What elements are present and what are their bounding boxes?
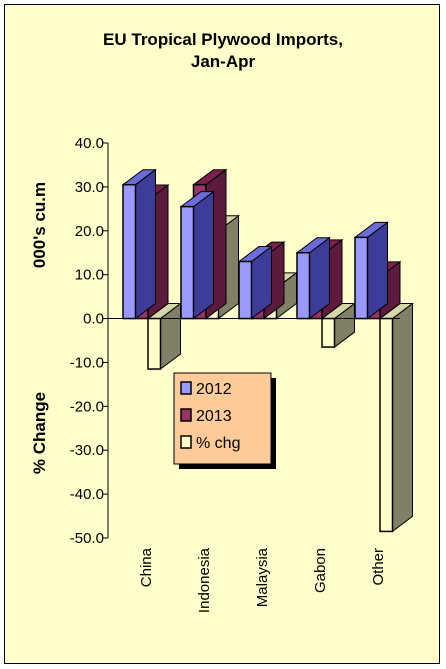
legend: 2012 2013 % chg — [173, 372, 276, 469]
chart-title: EU Tropical Plywood Imports, Jan-Apr — [103, 30, 343, 71]
y-tick-label: 40.0 — [75, 135, 104, 152]
bar-other-series-2 — [378, 302, 414, 533]
y-axis: 40.0 30.0 20.0 10.0 0.0 -10.0 -20.0 -30.0 -40.0 -… — [70, 135, 109, 547]
bar-side-face — [392, 302, 413, 533]
legend-swatch-2 — [180, 435, 192, 449]
y-tick-label: -50.0 — [70, 530, 104, 547]
category-label-china: China — [138, 547, 155, 587]
y-tick-label: 30.0 — [75, 179, 104, 196]
y-axis-title-top: 000's cu.m — [30, 182, 49, 268]
legend-label-1: 2013 — [196, 408, 232, 425]
y-tick-label: -40.0 — [70, 486, 104, 503]
bar-front-face — [354, 236, 369, 320]
bar-other-series-0 — [353, 221, 389, 320]
category-label-malaysia: Malaysia — [254, 547, 271, 607]
y-tick-label: -30.0 — [70, 442, 104, 459]
bar-front-face — [122, 183, 137, 320]
chart-title-line-1: EU Tropical Plywood Imports, — [103, 30, 343, 49]
legend-swatch-1 — [180, 408, 192, 422]
bar-front-face — [238, 260, 253, 320]
bar-front-face — [321, 317, 336, 348]
bar-side-face — [367, 221, 388, 320]
y-tick-label: 0.0 — [83, 311, 104, 328]
bar-front-face — [379, 317, 394, 533]
chart-title-line-2: Jan-Apr — [191, 52, 256, 71]
bar-side-face — [135, 168, 156, 320]
legend-label-2: % chg — [196, 435, 240, 452]
y-tick-label: -10.0 — [70, 354, 104, 371]
bar-front-face — [147, 317, 162, 370]
chart-frame: EU Tropical Plywood Imports, Jan-Apr 000… — [4, 4, 440, 664]
bar-china-series-2 — [146, 302, 182, 371]
legend-swatch-0 — [180, 381, 192, 395]
bar-front-face — [296, 251, 311, 320]
category-label-gabon: Gabon — [312, 548, 329, 593]
bar-gabon-series-2 — [320, 302, 356, 349]
category-label-other: Other — [370, 548, 387, 586]
chart-svg: EU Tropical Plywood Imports, Jan-Apr 000… — [30, 30, 414, 613]
legend-label-0: 2012 — [196, 381, 232, 398]
bar-side-face — [193, 190, 214, 320]
bar-gabon-series-0 — [295, 236, 331, 320]
y-axis-title-bottom: % Change — [30, 392, 49, 474]
bar-indonesia-series-0 — [179, 190, 215, 320]
bar-china-series-0 — [121, 168, 157, 320]
y-tick-label: 20.0 — [75, 223, 104, 240]
bar-front-face — [180, 205, 195, 320]
x-axis: China Indonesia Malaysia Gabon Other — [108, 318, 400, 613]
bars — [121, 168, 414, 533]
y-tick-label: 10.0 — [75, 267, 104, 284]
category-label-indonesia: Indonesia — [196, 547, 213, 613]
y-tick-label: -20.0 — [70, 398, 104, 415]
bar-malaysia-series-0 — [237, 245, 273, 320]
